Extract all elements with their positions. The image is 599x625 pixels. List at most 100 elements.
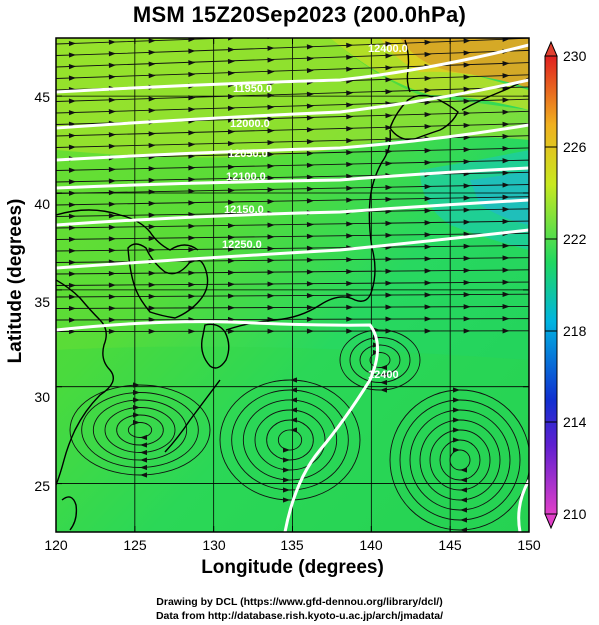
streamline [231, 389, 349, 491]
streamline-arrow [385, 328, 393, 334]
streamline-arrow [267, 92, 275, 99]
streamline-arrow [306, 139, 314, 145]
streamline-arrow [463, 50, 471, 56]
coast-honshu [225, 129, 392, 331]
streamline-arrow [306, 198, 314, 204]
streamline-arrow [346, 197, 354, 203]
contour-labels: 11950.0 12000.0 12050.0 12100.0 12150.0 … [222, 43, 408, 381]
y-tick-labels: 25 30 35 40 45 [34, 89, 50, 494]
streamline-arrow [306, 44, 314, 50]
streamline-arrow [463, 86, 471, 92]
streamline-arrow [188, 130, 196, 136]
contour-12250 [56, 228, 529, 270]
streamline-arrow [68, 75, 76, 81]
x-tick-label: 125 [123, 537, 147, 553]
streamline-arrow [346, 161, 354, 168]
streamline [389, 389, 529, 531]
colorbar-tick-label: 218 [563, 323, 587, 339]
streamline-arrow [385, 125, 393, 131]
streamline-arrow [227, 270, 236, 276]
streamline-arrow [463, 122, 471, 129]
streamline-arrow [463, 207, 471, 213]
streamline-arrow [140, 464, 147, 471]
streamline-arrow [140, 472, 147, 478]
map-title: MSM 15Z20Sep2023 (200.0hPa) [132, 2, 467, 27]
streamline-arrow [108, 51, 116, 57]
streamline-arrow [502, 109, 510, 115]
streamline [349, 337, 411, 383]
streamline-arrow [502, 133, 510, 140]
streamline-arrow [502, 206, 510, 212]
streamline-arrow [385, 316, 393, 322]
streamline-arrow [227, 199, 236, 205]
streamline-arrow [267, 69, 275, 75]
streamline-arrow [283, 487, 290, 493]
streamline-arrow [148, 282, 156, 288]
streamline-arrow [148, 293, 156, 300]
streamline-arrow [385, 220, 393, 226]
streamline-arrow [68, 64, 76, 70]
colorbar-bottom-triangle [544, 513, 558, 530]
streamline-arrow [267, 198, 275, 205]
streamline [69, 384, 211, 476]
streamline-arrow [227, 187, 236, 194]
streamline-arrow [108, 74, 116, 80]
streamline-arrow [502, 121, 510, 127]
coast-taiwan [61, 496, 78, 531]
streamline [242, 399, 338, 481]
streamline-arrow [453, 437, 460, 443]
streamline [92, 399, 188, 461]
streamline-arrow [108, 247, 116, 254]
streamline-arrow [267, 305, 275, 311]
streamline-arrow [306, 316, 314, 322]
streamline-arrow [453, 407, 460, 413]
y-tick-label: 40 [34, 196, 50, 212]
streamline-arrow [346, 257, 354, 263]
streamline-arrow [227, 281, 236, 287]
colorbar-top-triangle [544, 40, 558, 57]
contour-12000 [56, 78, 529, 130]
streamline-arrow [148, 38, 156, 44]
streamline-arrow [188, 48, 196, 54]
contour-12150 [56, 198, 529, 227]
streamline-arrow [148, 235, 156, 242]
streamline-arrow [463, 316, 471, 322]
streamline-arrow [385, 29, 392, 34]
streamline-arrow [188, 223, 196, 229]
streamline-arrow [108, 270, 116, 277]
streamline-arrow [68, 121, 76, 127]
height-contours [56, 43, 529, 532]
streamline-arrow [306, 281, 314, 287]
x-tick-label: 120 [44, 537, 68, 553]
streamline-arrow [227, 223, 236, 229]
streamline-arrow [306, 174, 314, 180]
streamline-arrow [306, 257, 314, 263]
streamline-arrow [108, 39, 116, 45]
streamline-arrow [424, 75, 432, 82]
streamline-arrow [68, 328, 76, 335]
streamline-arrow [108, 236, 116, 242]
coast-ryukyu [164, 379, 221, 453]
streamline-arrow [306, 162, 314, 168]
streamline-arrow [385, 232, 393, 238]
streamline-arrow [188, 176, 196, 183]
streamline-arrow [148, 317, 156, 323]
colorbar-tick-label: 222 [563, 231, 587, 247]
streamline-arrow [463, 219, 471, 225]
streamline-arrow [188, 60, 196, 66]
contour-label: 12250.0 [222, 239, 262, 251]
streamline-arrow [306, 269, 314, 275]
streamline-arrow [148, 131, 156, 137]
streamline-arrow [227, 152, 236, 158]
streamline-arrow [68, 110, 76, 116]
streamline-arrow [267, 257, 275, 264]
streamline-arrow [188, 95, 196, 101]
streamline-arrow [267, 140, 275, 146]
streamline-arrow [68, 259, 76, 265]
streamline-arrow [453, 417, 460, 423]
streamline [359, 344, 401, 376]
streamline-arrow [148, 189, 156, 195]
streamline-arrow [283, 477, 290, 483]
streamline-arrow [283, 457, 290, 463]
streamline-arrow [148, 305, 156, 311]
